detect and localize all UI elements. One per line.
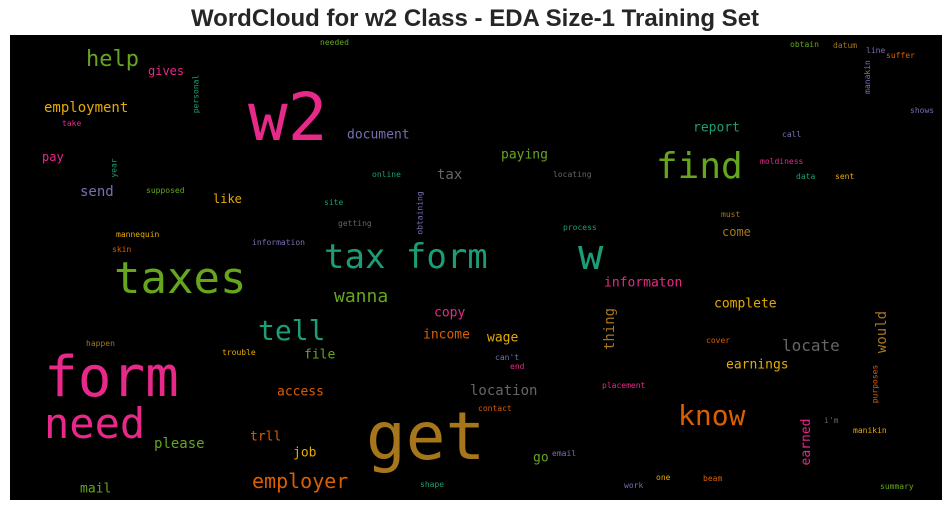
word-obtaining: obtaining — [415, 191, 425, 235]
word-online: online — [372, 170, 401, 179]
word-needed: needed — [320, 38, 349, 47]
word-take: take — [62, 119, 82, 128]
word-tell: tell — [258, 314, 326, 347]
word-send: send — [80, 184, 114, 200]
word-file: file — [304, 347, 336, 363]
word-getting: getting — [338, 219, 372, 228]
word-end: end — [510, 362, 525, 371]
word-know: know — [678, 399, 746, 432]
word-earned: earned — [798, 418, 814, 466]
word-year: year — [109, 158, 119, 178]
word-locate: locate — [782, 336, 840, 355]
page-title: WordCloud for w2 Class - EDA Size-1 Trai… — [190, 5, 760, 32]
word-purposes: purposes — [869, 364, 879, 404]
word-mail: mail — [80, 481, 112, 497]
word-get: get — [366, 398, 486, 475]
word-one: one — [656, 473, 671, 482]
word-site: site — [324, 198, 344, 207]
word-shows: shows — [910, 106, 935, 115]
word-skin: skin — [112, 245, 132, 254]
word-go: go — [533, 450, 549, 466]
word-manakin: manakin — [862, 60, 872, 94]
word-can-t: can't — [495, 353, 520, 362]
word-call: call — [782, 130, 802, 139]
word-form: form — [44, 345, 179, 410]
word-pay: pay — [42, 150, 64, 164]
word-need: need — [44, 399, 146, 448]
word-wanna: wanna — [334, 286, 389, 307]
word-thing: thing — [602, 307, 619, 351]
word-sent: sent — [835, 172, 855, 181]
word-obtain: obtain — [790, 40, 819, 49]
word-process: process — [563, 223, 597, 232]
word-informaton: informaton — [604, 275, 683, 291]
word-locating: locating — [553, 170, 592, 179]
word-wage: wage — [487, 330, 519, 346]
word-job: job — [293, 445, 317, 461]
word-complete: complete — [714, 296, 777, 312]
word-gives: gives — [148, 64, 185, 78]
word-tax: tax — [437, 167, 463, 183]
word-report: report — [693, 120, 740, 136]
word-location: location — [470, 383, 538, 399]
word-access: access — [277, 384, 324, 400]
word-would: would — [874, 310, 891, 354]
word-manikin: manikin — [853, 426, 887, 435]
word-happen: happen — [86, 339, 115, 348]
word-suffer: suffer — [886, 51, 915, 60]
word-w2: w2 — [248, 79, 328, 156]
word-employment: employment — [44, 100, 129, 116]
word-personal: personal — [190, 74, 200, 114]
word-shape: shape — [420, 480, 445, 489]
word-placement: placement — [602, 381, 646, 390]
word-help: help — [86, 47, 139, 72]
word-cover: cover — [706, 336, 731, 345]
word-find: find — [656, 146, 743, 187]
word-income: income — [423, 327, 470, 343]
word-w: w — [578, 230, 604, 279]
word-email: email — [552, 449, 577, 458]
word-trll: trll — [250, 429, 282, 445]
word-must: must — [721, 210, 741, 219]
word-tax-form: tax form — [324, 237, 488, 277]
word-please: please — [154, 436, 205, 452]
word-summary: summary — [880, 482, 914, 491]
word-beam: beam — [703, 474, 723, 483]
word-document: document — [347, 127, 410, 143]
word-supposed: supposed — [146, 186, 185, 195]
word-data: data — [796, 172, 816, 181]
word-datum: datum — [833, 41, 858, 50]
word-like: like — [213, 192, 242, 206]
word-i-m: i'm — [824, 416, 839, 425]
word-taxes: taxes — [114, 253, 247, 304]
word-paying: paying — [501, 147, 548, 163]
word-information: information — [252, 238, 305, 247]
word-trouble: trouble — [222, 348, 256, 357]
word-earnings: earnings — [726, 357, 789, 373]
word-cloud-canvas: w2 get form taxes need w tax form find know tell h… — [10, 35, 942, 500]
word-line: line — [866, 46, 886, 55]
word-copy: copy — [434, 305, 466, 321]
word-moldiness: moldiness — [760, 157, 804, 166]
word-come: come — [722, 225, 751, 239]
word-mannequin: mannequin — [116, 230, 160, 239]
word-contact: contact — [478, 404, 512, 413]
word-work: work — [624, 481, 644, 490]
word-employer: employer — [252, 469, 349, 493]
